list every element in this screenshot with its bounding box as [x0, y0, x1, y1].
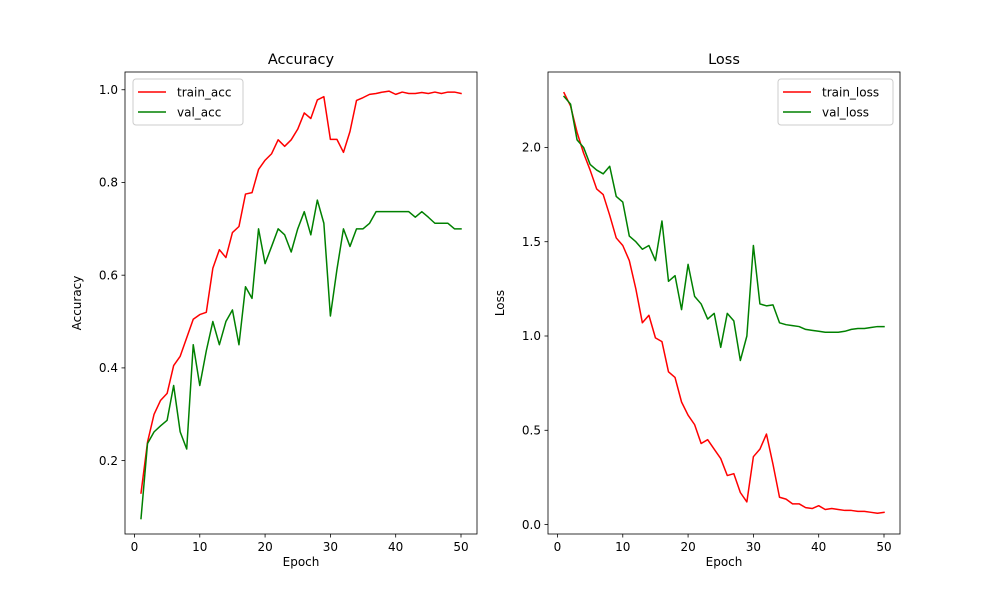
- axes-frame: [124, 71, 478, 535]
- y-tick-label: 1.0: [522, 329, 541, 343]
- x-tick-label: 10: [192, 540, 207, 554]
- legend-label-val_acc: val_acc: [177, 106, 221, 120]
- x-tick-label: 0: [131, 540, 139, 554]
- y-tick-label: 1.0: [99, 83, 118, 97]
- chart-0: 0 10 20 30 40 50 0.2 0.4 0.6 0.8 1.0 Accuracy Epoch A…: [70, 52, 478, 569]
- axes-frame: [547, 71, 901, 535]
- legend-box: [132, 78, 244, 126]
- series-line-train_acc: [140, 90, 462, 494]
- x-tick-label: 30: [746, 540, 761, 554]
- series-line-val_acc: [140, 199, 462, 520]
- y-axis-label: Loss: [493, 290, 507, 316]
- legend: train_loss val_loss: [777, 78, 894, 126]
- x-tick-label: 40: [388, 540, 403, 554]
- y-tick-label: 0.8: [99, 176, 118, 190]
- chart-1: 0 10 20 30 40 50 0.0 0.5 1.0 1.5 2.0 Loss Epoch Loss t…: [493, 52, 901, 569]
- x-axis-label: Epoch: [283, 555, 320, 569]
- x-tick-label: 30: [323, 540, 338, 554]
- y-tick-label: 0.0: [522, 518, 541, 532]
- x-axis-label: Epoch: [706, 555, 743, 569]
- series-line-train_loss: [562, 91, 885, 515]
- x-tick-label: 40: [811, 540, 826, 554]
- x-tick-label: 0: [554, 540, 562, 554]
- y-tick-label: 0.6: [99, 268, 118, 282]
- y-tick-label: 2.0: [522, 141, 541, 155]
- x-tick-label: 50: [453, 540, 468, 554]
- legend-label-val_loss: val_loss: [822, 106, 869, 120]
- y-tick-label: 1.5: [522, 235, 541, 249]
- y-axis-label: Accuracy: [70, 276, 84, 331]
- y-tick-label: 0.2: [99, 454, 118, 468]
- chart-title: Loss: [708, 52, 740, 68]
- y-tick-label: 0.4: [99, 361, 118, 375]
- series-line-val_loss: [562, 95, 885, 362]
- charts: 0 10 20 30 40 50 0.2 0.4 0.6 0.8 1.0 Accuracy Epoch A…: [70, 52, 901, 569]
- chart-title: Accuracy: [268, 52, 335, 68]
- y-tick-label: 0.5: [522, 423, 541, 437]
- legend-box: [777, 78, 894, 126]
- x-tick-label: 20: [257, 540, 272, 554]
- x-tick-label: 50: [876, 540, 891, 554]
- legend-label-train_acc: train_acc: [177, 86, 231, 100]
- x-tick-label: 10: [615, 540, 630, 554]
- x-tick-label: 20: [680, 540, 695, 554]
- legend-label-train_loss: train_loss: [822, 86, 879, 100]
- legend: train_acc val_acc: [132, 78, 244, 126]
